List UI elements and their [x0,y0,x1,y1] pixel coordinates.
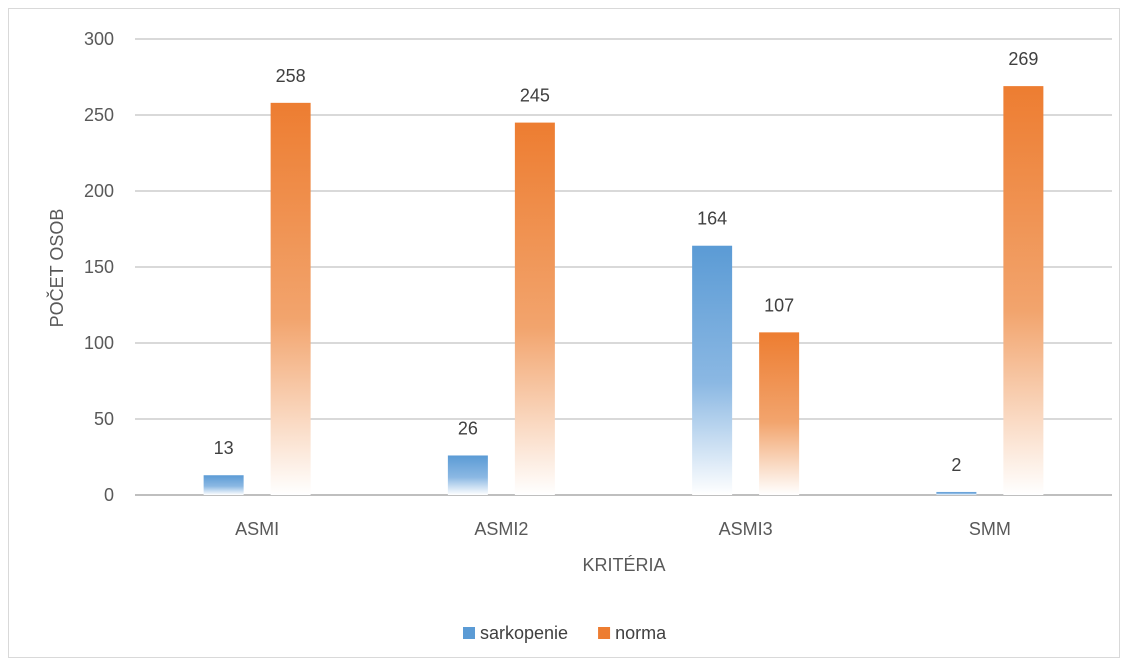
bar-norma-ASMI3 [759,332,800,495]
bar-norma-SMM [1003,86,1044,496]
x-axis-title: KRITÉRIA [582,555,665,575]
bar-sarkopenie-ASMI3 [692,245,733,495]
data-label: 258 [276,66,306,86]
x-axis-ticks: ASMI ASMI2 ASMI3 SMM [235,519,1011,539]
legend: sarkopenie norma [463,623,667,643]
bar-sarkopenie-ASMI2 [447,455,488,495]
legend-label-norma: norma [615,623,667,643]
bar-sarkopenie-ASMI [203,475,244,495]
data-label: 245 [520,86,550,106]
bars [203,86,1044,496]
data-labels: 13 258 26 245 164 107 2 269 [214,49,1039,475]
bar-sarkopenie-SMM [936,491,977,495]
bar-norma-ASMI [270,102,311,495]
y-tick-label: 0 [104,485,114,505]
y-tick-label: 250 [84,105,114,125]
y-tick-label: 200 [84,181,114,201]
x-tick-label: SMM [969,519,1011,539]
x-tick-label: ASMI [235,519,279,539]
y-tick-label: 300 [84,29,114,49]
legend-swatch-norma [598,627,611,639]
data-label: 269 [1008,49,1038,69]
y-axis-title: POČET OSOB [46,209,67,328]
chart-frame [8,8,1120,658]
y-tick-label: 100 [84,333,114,353]
data-label: 2 [951,455,961,475]
data-label: 164 [697,209,727,229]
x-tick-label: ASMI2 [474,519,528,539]
y-tick-label: 50 [94,409,114,429]
data-label: 26 [458,418,478,438]
y-axis-ticks: 0 50 100 150 200 250 300 [84,29,114,505]
data-label: 107 [764,295,794,315]
x-tick-label: ASMI3 [719,519,773,539]
y-tick-label: 150 [84,257,114,277]
data-label: 13 [214,438,234,458]
legend-label-sarkopenie: sarkopenie [480,623,568,643]
bar-norma-ASMI2 [514,122,555,495]
legend-swatch-sarkopenie [463,627,475,639]
